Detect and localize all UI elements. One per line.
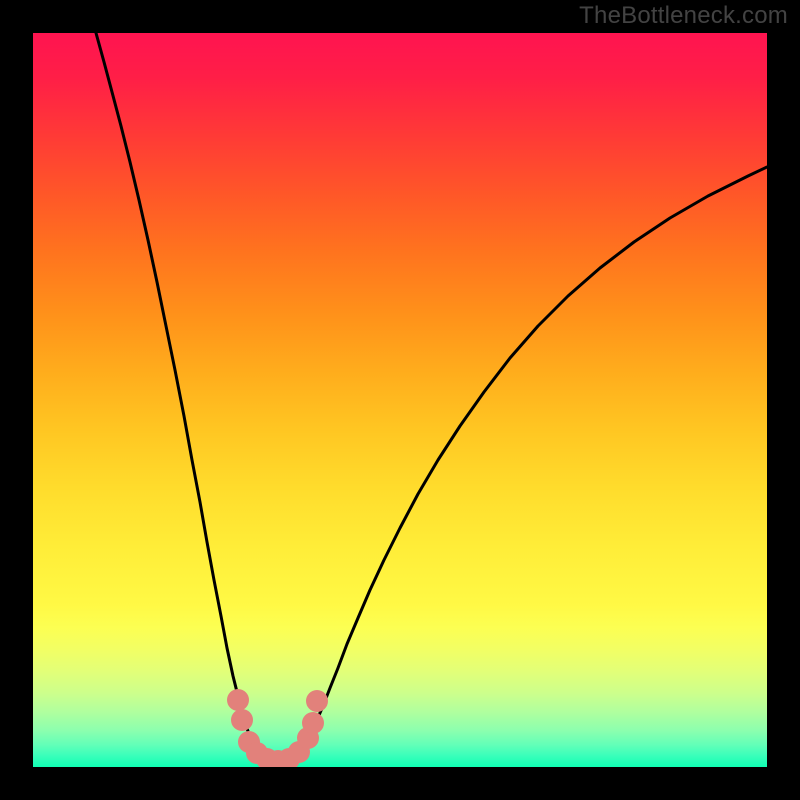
watermark-text: TheBottleneck.com <box>579 2 788 30</box>
chart-frame <box>0 0 800 800</box>
plot-area <box>33 33 767 767</box>
chart-background-gradient <box>33 33 767 767</box>
